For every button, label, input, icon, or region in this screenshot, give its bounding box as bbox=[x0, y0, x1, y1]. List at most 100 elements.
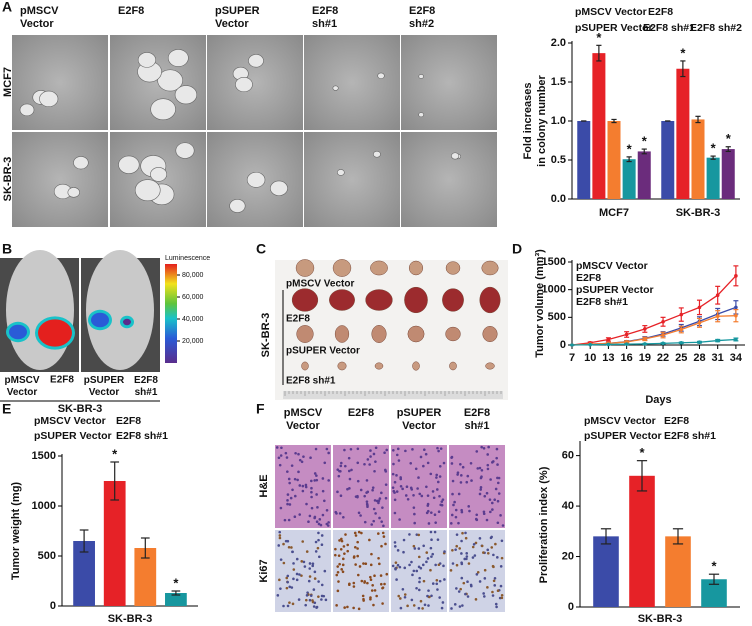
nucleus bbox=[350, 468, 353, 472]
point bbox=[624, 342, 629, 346]
nucleus bbox=[393, 498, 397, 502]
nucleus bbox=[313, 601, 317, 605]
signal bbox=[9, 324, 27, 340]
nucleus bbox=[415, 533, 419, 536]
tumor bbox=[408, 260, 424, 276]
y-tick-label: 40 bbox=[562, 500, 574, 512]
nucleus bbox=[283, 518, 287, 522]
nucleus bbox=[303, 565, 307, 568]
x-tick-label: 28 bbox=[693, 352, 705, 364]
tumor bbox=[407, 325, 425, 343]
nucleus bbox=[315, 474, 318, 477]
significance-mark: * bbox=[112, 446, 118, 461]
point bbox=[734, 337, 738, 342]
nucleus bbox=[428, 595, 431, 599]
nucleus bbox=[339, 464, 343, 468]
line bbox=[571, 306, 737, 346]
colony-image bbox=[304, 132, 400, 227]
nucleus bbox=[298, 484, 302, 487]
nucleus bbox=[391, 472, 395, 476]
point bbox=[697, 321, 702, 325]
nucleus bbox=[439, 503, 442, 507]
nucleus bbox=[483, 595, 486, 598]
tumor bbox=[482, 325, 498, 343]
nucleus bbox=[478, 580, 482, 583]
nucleus bbox=[491, 564, 495, 568]
nucleus bbox=[489, 478, 492, 481]
legend-entry: E2F8 bbox=[664, 415, 689, 427]
nucleus bbox=[305, 550, 309, 553]
nucleus bbox=[341, 570, 345, 574]
nucleus bbox=[409, 461, 413, 465]
nucleus bbox=[475, 513, 479, 517]
colony bbox=[137, 52, 157, 68]
colony bbox=[248, 54, 264, 68]
nucleus bbox=[381, 586, 385, 589]
colony bbox=[150, 167, 168, 182]
nucleus bbox=[315, 493, 318, 496]
nucleus bbox=[286, 574, 290, 578]
nucleus bbox=[290, 586, 294, 589]
nucleus bbox=[453, 500, 456, 504]
nucleus bbox=[310, 495, 313, 499]
nucleus bbox=[301, 540, 305, 543]
nucleus bbox=[286, 502, 289, 506]
nucleus bbox=[340, 568, 343, 571]
nucleus bbox=[450, 513, 454, 517]
nucleus bbox=[317, 531, 320, 535]
column-label: E2F8 bbox=[348, 407, 374, 419]
nucleus bbox=[475, 573, 479, 576]
point bbox=[715, 293, 720, 298]
nucleus bbox=[359, 488, 363, 492]
nucleus bbox=[369, 575, 372, 579]
bar bbox=[73, 541, 95, 606]
nucleus bbox=[491, 508, 494, 511]
nucleus bbox=[313, 570, 317, 574]
nucleus bbox=[411, 573, 414, 577]
legend-entry: E2F8 bbox=[576, 272, 601, 284]
nucleus bbox=[501, 524, 505, 527]
nucleus bbox=[297, 452, 300, 456]
legend-entry: pSUPER Vector bbox=[575, 22, 653, 34]
nucleus bbox=[381, 506, 384, 510]
nucleus bbox=[285, 456, 289, 459]
nucleus bbox=[496, 463, 499, 466]
nucleus bbox=[336, 565, 340, 568]
nucleus bbox=[413, 521, 416, 525]
nucleus bbox=[416, 487, 419, 490]
legend-entry: pMSCV Vector bbox=[576, 260, 648, 272]
nucleus bbox=[302, 560, 306, 564]
nucleus bbox=[295, 572, 299, 576]
nucleus bbox=[372, 603, 375, 607]
nucleus bbox=[288, 503, 292, 506]
nucleus bbox=[421, 607, 424, 610]
signal bbox=[38, 319, 72, 347]
nucleus bbox=[287, 545, 291, 549]
panel-letter: D bbox=[512, 241, 522, 257]
bar bbox=[676, 68, 690, 200]
nucleus bbox=[492, 579, 496, 583]
nucleus bbox=[384, 483, 388, 486]
nucleus bbox=[300, 460, 304, 464]
nucleus bbox=[373, 574, 376, 578]
nucleus bbox=[341, 557, 345, 561]
nucleus bbox=[373, 499, 377, 502]
colony-image bbox=[401, 132, 497, 227]
bar bbox=[665, 536, 691, 607]
nucleus bbox=[474, 541, 478, 545]
nucleus bbox=[426, 504, 430, 507]
nucleus bbox=[442, 461, 446, 465]
significance-mark: * bbox=[711, 559, 717, 574]
legend-entry: pSUPER Vector bbox=[576, 284, 654, 296]
bar bbox=[103, 481, 126, 606]
nucleus bbox=[452, 503, 455, 507]
tumor bbox=[301, 361, 309, 371]
nucleus bbox=[464, 531, 467, 535]
nucleus bbox=[406, 604, 409, 608]
column-label: E2F8 bbox=[118, 5, 144, 17]
nucleus bbox=[403, 593, 407, 596]
nucleus bbox=[467, 562, 471, 565]
nucleus bbox=[451, 548, 454, 552]
nucleus bbox=[380, 491, 383, 495]
